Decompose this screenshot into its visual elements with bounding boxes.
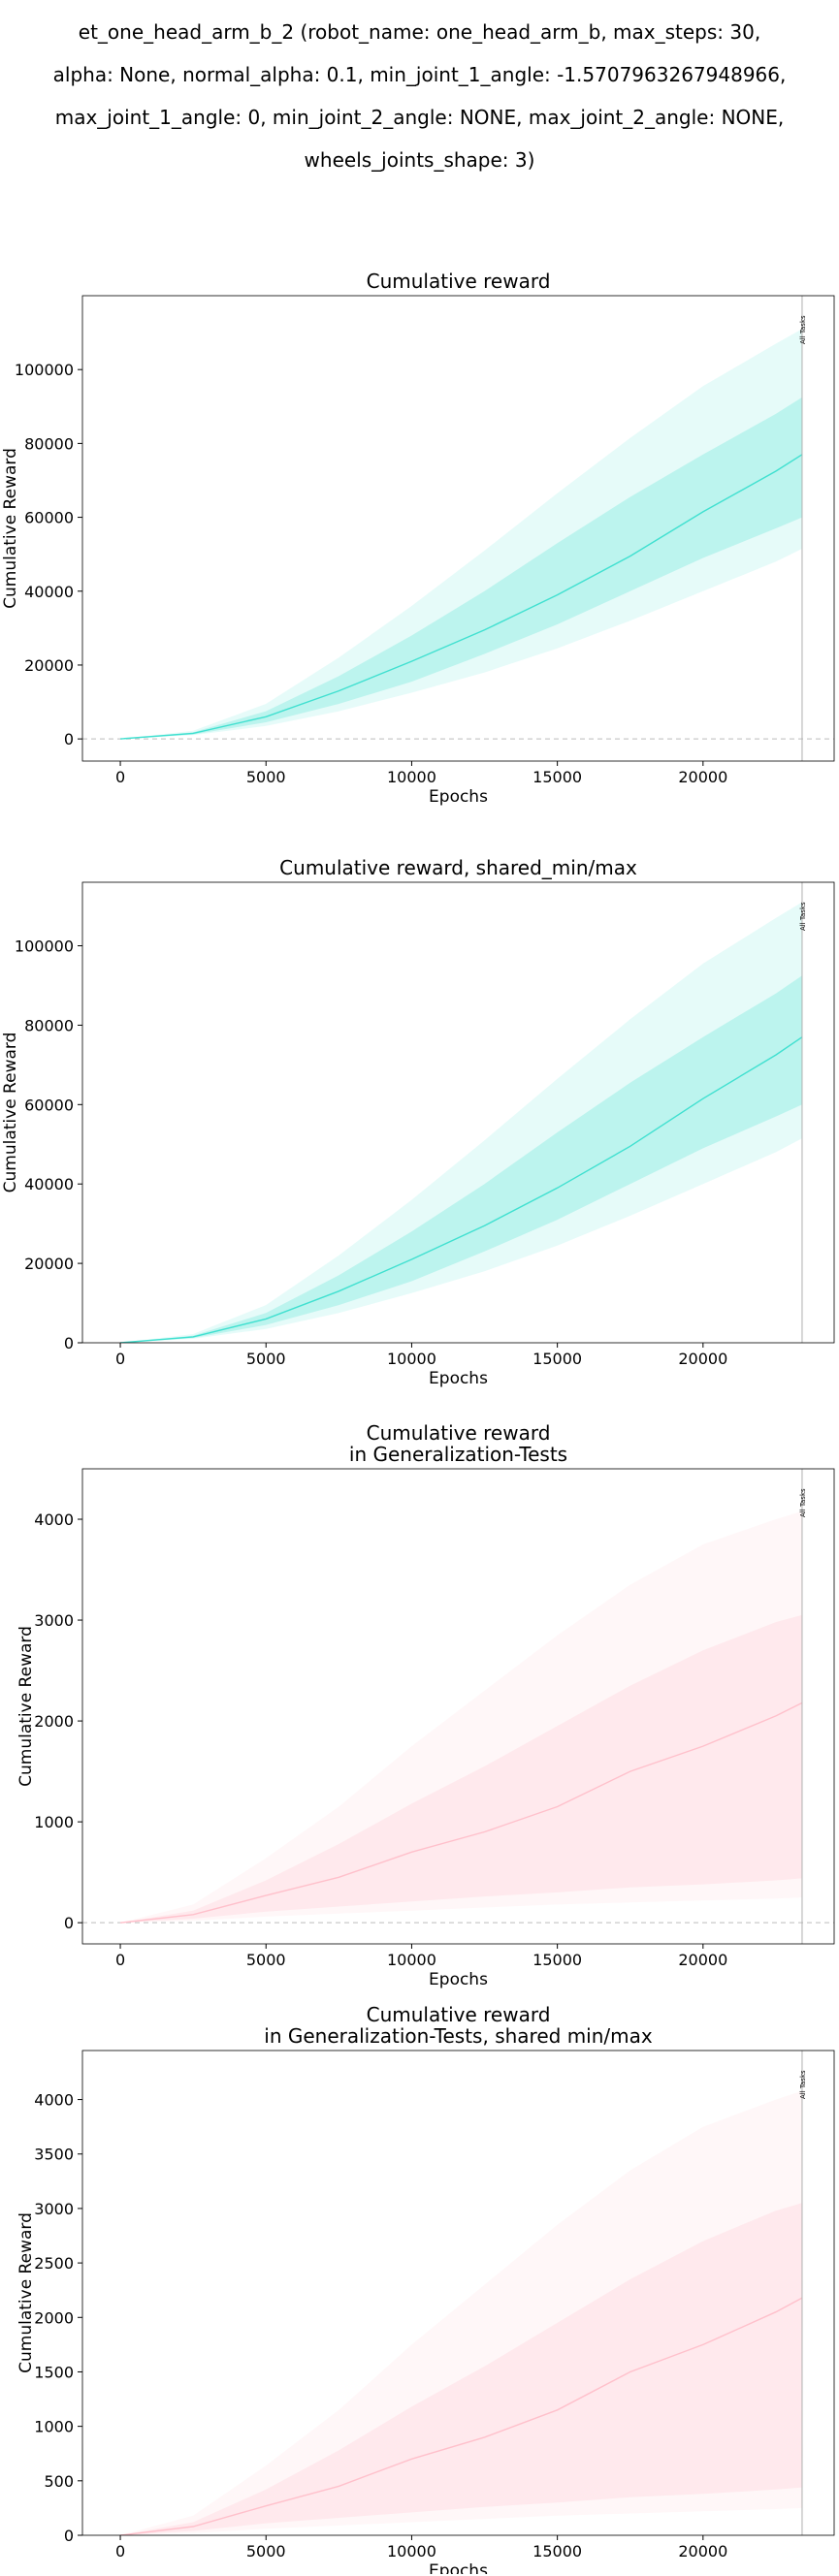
vline-label: All Tasks [799,315,807,344]
y-tick-label: 80000 [24,1016,74,1034]
y-axis-label: Cumulative Reward [16,1626,36,1787]
suptitle-line: max_joint_1_angle: 0, min_joint_2_angle:… [54,106,785,129]
y-tick-label: 3000 [34,2200,74,2218]
y-tick-label: 20000 [24,1255,74,1273]
x-tick-label: 5000 [246,1350,286,1368]
y-tick-label: 100000 [15,938,74,956]
y-tick-label: 20000 [24,656,74,675]
chart-title: Cumulative reward [367,270,551,293]
y-tick-label: 40000 [24,1175,74,1193]
suptitle-line: et_one_head_arm_b_2 (robot_name: one_hea… [78,20,761,44]
y-tick-label: 2000 [34,1712,74,1731]
x-tick-label: 15000 [532,2542,582,2560]
series-line [120,2297,803,2535]
band-inner [120,1614,803,1924]
chart-cumulative-reward: Cumulative reward All Tasks 0 5000 10000 1500… [1,270,835,807]
y-tick-label: 0 [64,730,74,748]
chart-title: Cumulative reward [367,1421,551,1445]
x-tick-label: 0 [115,1350,125,1368]
chart-title: Cumulative reward [367,2003,551,2026]
y-tick-label: 2500 [34,2254,74,2273]
band-inner [120,975,803,1343]
suptitle-line: alpha: None, normal_alpha: 0.1, min_join… [52,63,787,86]
x-axis-label: Epochs [429,1970,488,1989]
chart-title: in Generalization-Tests [349,1443,567,1466]
y-tick-label: 1000 [34,2418,74,2436]
plot-frame [81,881,835,1344]
y-tick-label: 1000 [34,1813,74,1831]
y-tick-label: 1500 [34,2363,74,2381]
y-tick-label: 3000 [34,1611,74,1630]
vline-label: All Tasks [799,2070,807,2099]
y-tick-label: 80000 [24,434,74,453]
x-tick-label: 5000 [246,768,286,786]
x-tick-label: 15000 [532,768,582,786]
y-tick-label: 100000 [15,361,74,379]
suptitle-line: wheels_joints_shape: 3) [304,148,535,172]
y-tick-label: 0 [64,2527,74,2545]
x-tick-label: 20000 [678,1350,727,1368]
y-tick-label: 60000 [24,509,74,527]
x-axis-label: Epochs [429,2561,488,2574]
y-tick-label: 4000 [34,1511,74,1529]
x-tick-label: 0 [115,768,125,786]
y-tick-label: 40000 [24,583,74,601]
x-tick-label: 5000 [246,2542,286,2560]
y-tick-label: 500 [44,2472,74,2491]
y-tick-label: 0 [64,1914,74,1932]
chart-title: Cumulative reward, shared_min/max [279,856,637,879]
series-line [120,454,803,740]
x-tick-label: 20000 [678,2542,727,2560]
series-line [120,1036,803,1343]
x-tick-label: 10000 [387,2542,436,2560]
vline-label: All Tasks [799,902,807,931]
x-tick-label: 10000 [387,768,436,786]
x-tick-label: 20000 [678,1951,727,1969]
band-inner [120,397,803,740]
figure-suptitle: et_one_head_arm_b_2 (robot_name: one_hea… [0,0,839,192]
band-outer [120,2090,803,2535]
vline-label: All Tasks [799,1488,807,1517]
x-tick-label: 0 [115,2542,125,2560]
y-tick-label: 0 [64,1334,74,1352]
x-tick-label: 0 [115,1951,125,1969]
series-line [120,1701,803,1924]
x-tick-label: 15000 [532,1350,582,1368]
x-tick-label: 10000 [387,1951,436,1969]
x-tick-label: 15000 [532,1951,582,1969]
y-tick-label: 4000 [34,2091,74,2110]
x-tick-label: 5000 [246,1951,286,1969]
plot-frame [81,295,835,762]
y-tick-label: 60000 [24,1096,74,1114]
y-tick-label: 3500 [34,2146,74,2164]
x-axis-label: Epochs [429,787,488,807]
x-axis-label: Epochs [429,1369,488,1388]
y-axis-label: Cumulative Reward [1,448,20,609]
band-outer [120,1511,803,1924]
x-tick-label: 10000 [387,1350,436,1368]
plot-frame [81,1468,835,1945]
chart-title: in Generalization-Tests, shared min/max [264,2024,653,2048]
plot-frame [81,2050,835,2536]
y-axis-label: Cumulative Reward [16,2212,36,2373]
band-inner [120,2203,803,2535]
y-axis-label: Cumulative Reward [1,1033,20,1193]
chart-cumulative-reward-shared: Cumulative reward, shared_min/max All Tas… [1,856,835,1388]
y-tick-label: 2000 [34,2308,74,2327]
x-tick-label: 20000 [678,768,727,786]
